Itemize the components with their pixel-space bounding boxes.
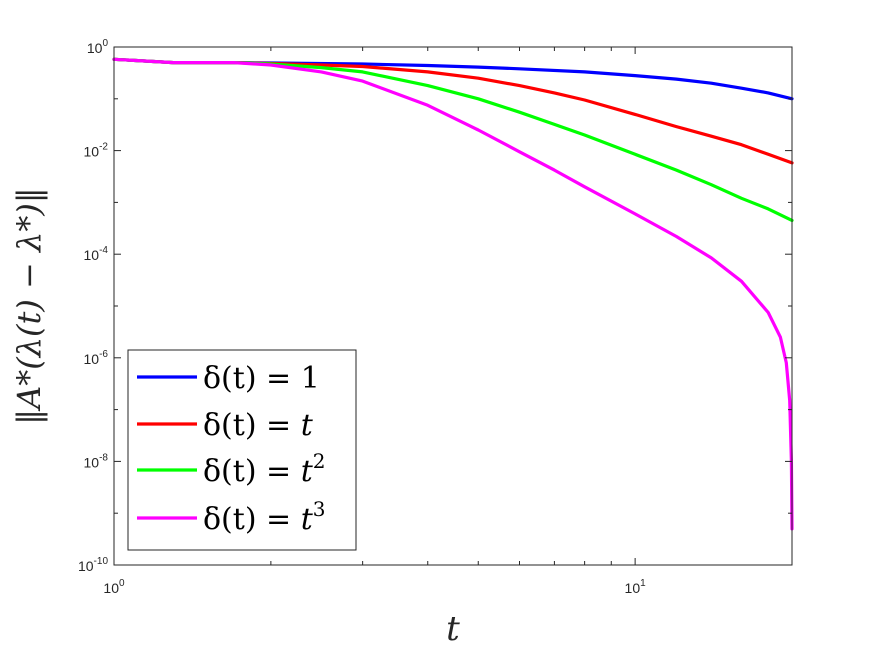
legend-label-4: δ(t) = t3 [203, 497, 326, 537]
series-line-4 [112, 57, 794, 531]
y-tick-label: 10-6 [84, 349, 109, 367]
y-tick-label: 10-8 [84, 452, 109, 470]
series-layer [112, 57, 794, 531]
y-axis-label: ‖A*(λ(t) − λ*)‖ [10, 187, 48, 425]
ticks-layer: 100 101 100 10-2 10-4 10-6 10-8 10-10 [78, 38, 793, 596]
legend-label-3: δ(t) = t2 [203, 449, 326, 489]
y-tick-label: 10-10 [78, 556, 108, 574]
y-tick-label: 10-2 [84, 142, 109, 160]
x-axis-label: t [446, 609, 460, 649]
y-tick-label: 100 [87, 38, 109, 56]
legend-label-1: δ(t) = 1 [203, 361, 320, 396]
x-tick-label: 101 [625, 578, 647, 596]
x-tick-label: 100 [103, 578, 125, 596]
y-tick-label: 10-4 [84, 245, 109, 263]
legend-label-2: δ(t) = t [203, 408, 314, 443]
legend: δ(t) = 1 δ(t) = t δ(t) = t2 δ(t) = t3 [127, 349, 357, 551]
